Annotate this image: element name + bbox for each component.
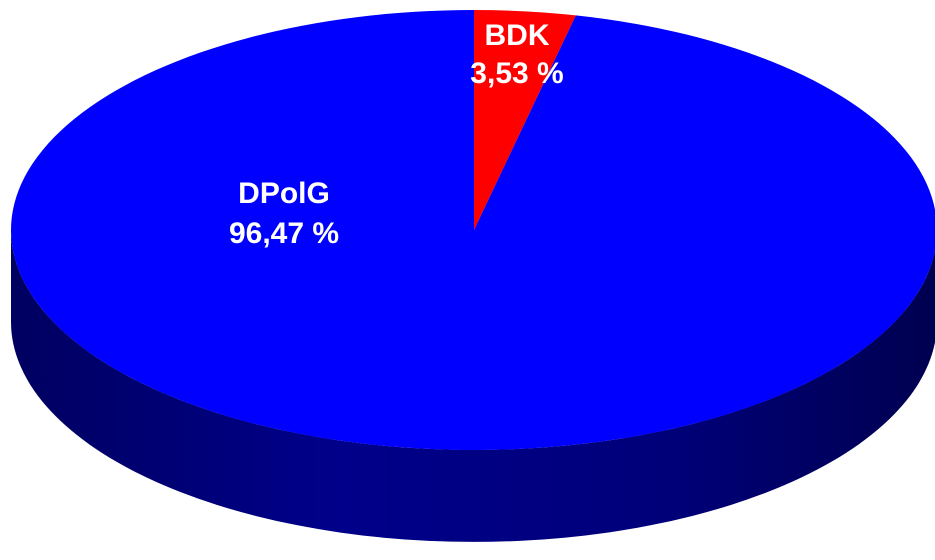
pie-slice-bdk [474,10,576,230]
slice-label-dpolg: DPolG [238,177,330,210]
slice-value-dpolg: 96,47 % [229,217,339,250]
pie-slice-dpolg [11,10,935,450]
pie-side [11,230,935,542]
pie-top [11,10,935,450]
pie-side-band [11,230,935,542]
slice-label-bdk: BDK [485,19,550,52]
slice-value-bdk: 3,53 % [470,57,563,90]
